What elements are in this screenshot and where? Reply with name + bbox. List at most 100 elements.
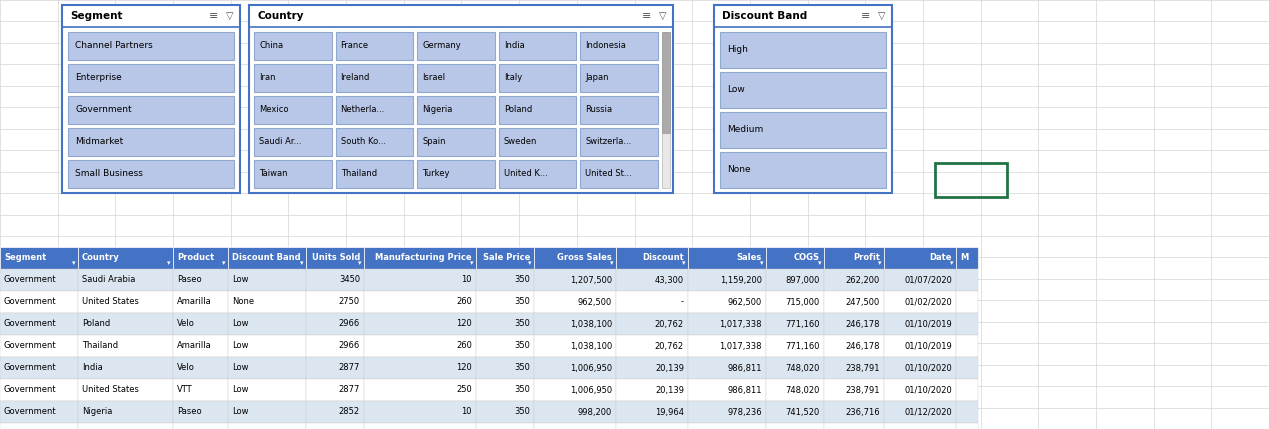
Text: Iran: Iran bbox=[259, 73, 275, 82]
Bar bbox=[884, 379, 956, 401]
Text: Thailand: Thailand bbox=[82, 341, 118, 350]
Text: -: - bbox=[681, 297, 684, 306]
Bar bbox=[720, 152, 886, 188]
Text: 741,520: 741,520 bbox=[786, 408, 820, 417]
Text: 20,139: 20,139 bbox=[655, 386, 684, 395]
Bar bbox=[0, 291, 77, 313]
Text: Low: Low bbox=[232, 408, 249, 417]
Bar bbox=[364, 247, 476, 269]
Text: 350: 350 bbox=[514, 297, 530, 306]
Text: 350: 350 bbox=[514, 341, 530, 350]
Bar bbox=[306, 291, 364, 313]
Bar bbox=[476, 269, 534, 291]
Text: Low: Low bbox=[727, 85, 745, 94]
Text: 771,160: 771,160 bbox=[786, 341, 820, 350]
Text: United St...: United St... bbox=[585, 169, 632, 178]
Text: United States: United States bbox=[82, 297, 138, 306]
Text: 20,139: 20,139 bbox=[655, 363, 684, 372]
Bar bbox=[173, 401, 228, 423]
Text: Segment: Segment bbox=[4, 254, 46, 263]
Bar bbox=[956, 313, 978, 335]
Bar bbox=[956, 247, 978, 269]
Text: 238,791: 238,791 bbox=[845, 363, 879, 372]
Bar bbox=[0, 401, 77, 423]
Bar bbox=[254, 64, 331, 92]
Bar bbox=[335, 32, 414, 60]
Text: 247,500: 247,500 bbox=[845, 297, 879, 306]
Bar bbox=[662, 32, 670, 133]
Text: Spain: Spain bbox=[423, 138, 445, 146]
Bar bbox=[499, 32, 576, 60]
Text: 01/10/2020: 01/10/2020 bbox=[905, 363, 952, 372]
Bar bbox=[364, 379, 476, 401]
Bar bbox=[766, 247, 824, 269]
Text: 1,006,950: 1,006,950 bbox=[570, 386, 612, 395]
Text: Government: Government bbox=[4, 320, 57, 329]
Bar bbox=[662, 32, 670, 188]
Text: Poland: Poland bbox=[504, 106, 532, 115]
Bar bbox=[418, 128, 495, 156]
Bar bbox=[534, 379, 615, 401]
Text: Velo: Velo bbox=[176, 320, 195, 329]
Text: Turkey: Turkey bbox=[423, 169, 449, 178]
Bar bbox=[77, 269, 173, 291]
Bar bbox=[534, 423, 615, 429]
Bar bbox=[173, 313, 228, 335]
Bar bbox=[956, 335, 978, 357]
Bar bbox=[254, 32, 331, 60]
Bar bbox=[254, 160, 331, 188]
Bar bbox=[534, 313, 615, 335]
Bar bbox=[956, 401, 978, 423]
Bar bbox=[476, 401, 534, 423]
Bar bbox=[766, 313, 824, 335]
Bar bbox=[766, 379, 824, 401]
Bar bbox=[720, 72, 886, 108]
Bar bbox=[580, 32, 659, 60]
Text: 748,020: 748,020 bbox=[786, 386, 820, 395]
Text: Country: Country bbox=[258, 11, 303, 21]
Bar bbox=[69, 64, 233, 92]
Text: Poland: Poland bbox=[82, 320, 110, 329]
Bar bbox=[0, 247, 77, 269]
Bar bbox=[476, 247, 534, 269]
Text: 1,038,100: 1,038,100 bbox=[570, 320, 612, 329]
Bar bbox=[364, 313, 476, 335]
Text: ▾: ▾ bbox=[358, 260, 360, 266]
Text: 350: 350 bbox=[514, 408, 530, 417]
Text: 986,811: 986,811 bbox=[727, 386, 761, 395]
Bar bbox=[476, 357, 534, 379]
Bar bbox=[62, 5, 240, 193]
Bar bbox=[824, 357, 884, 379]
Text: United K...: United K... bbox=[504, 169, 547, 178]
Text: 2750: 2750 bbox=[339, 297, 360, 306]
Bar bbox=[534, 357, 615, 379]
Bar bbox=[364, 269, 476, 291]
Bar bbox=[476, 335, 534, 357]
Text: Israel: Israel bbox=[423, 73, 445, 82]
Text: Ireland: Ireland bbox=[340, 73, 371, 82]
Bar bbox=[499, 96, 576, 124]
Bar bbox=[580, 160, 659, 188]
Bar bbox=[173, 335, 228, 357]
Text: 897,000: 897,000 bbox=[786, 275, 820, 284]
Bar bbox=[0, 313, 77, 335]
Bar bbox=[335, 64, 414, 92]
Text: Government: Government bbox=[75, 106, 132, 115]
Text: 978,236: 978,236 bbox=[727, 408, 761, 417]
Bar bbox=[228, 401, 306, 423]
Bar bbox=[0, 357, 77, 379]
Text: ▽: ▽ bbox=[660, 11, 666, 21]
Bar bbox=[824, 401, 884, 423]
Bar bbox=[335, 96, 414, 124]
Text: ▾: ▾ bbox=[877, 260, 881, 266]
Text: None: None bbox=[727, 166, 751, 175]
Bar bbox=[173, 269, 228, 291]
Text: Nigeria: Nigeria bbox=[423, 106, 453, 115]
Bar bbox=[173, 247, 228, 269]
Text: 986,811: 986,811 bbox=[727, 363, 761, 372]
Bar bbox=[77, 357, 173, 379]
Bar bbox=[306, 313, 364, 335]
Text: 01/10/2019: 01/10/2019 bbox=[905, 320, 952, 329]
Bar bbox=[476, 379, 534, 401]
Bar bbox=[580, 96, 659, 124]
